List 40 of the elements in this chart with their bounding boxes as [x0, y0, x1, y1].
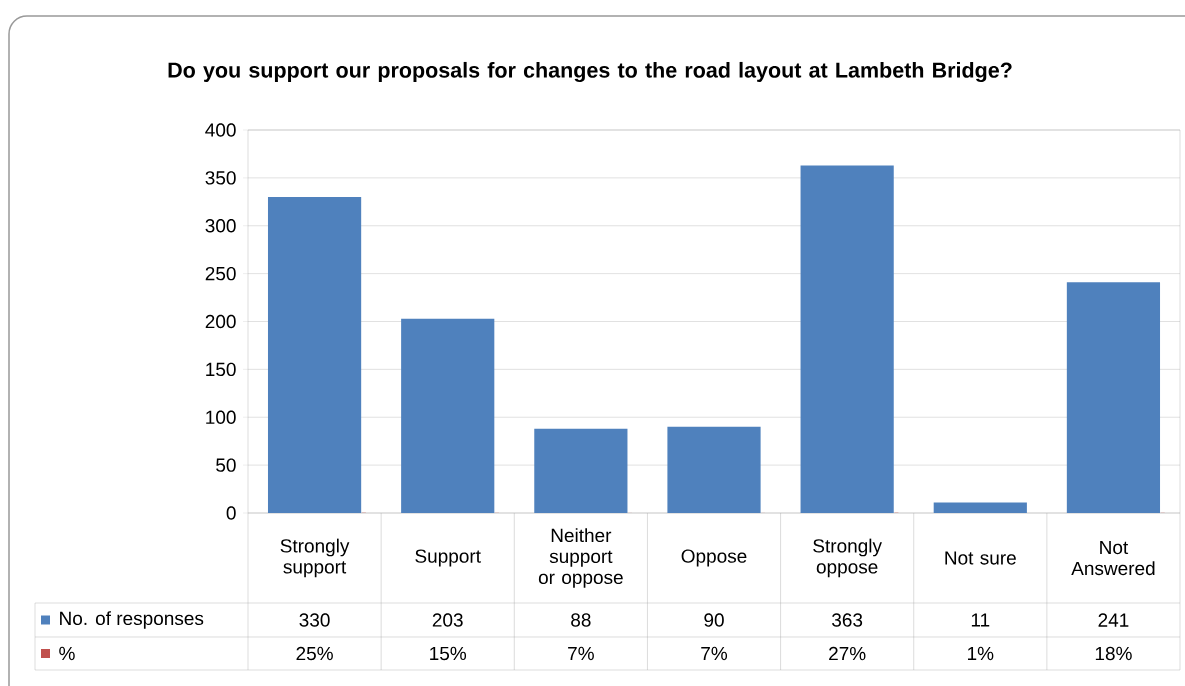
data-label: 1% — [968, 646, 994, 661]
legend-label: % — [59, 646, 75, 661]
bar — [800, 165, 894, 513]
chart-title: Do you support our proposals for changes to the road layout at Lambeth Bridge? — [168, 61, 1012, 83]
data-label: 88 — [571, 613, 591, 627]
data-label: 15% — [430, 646, 467, 661]
data-label: 18% — [1095, 646, 1132, 661]
y-tick-label: 250 — [205, 266, 236, 281]
data-label: 363 — [832, 613, 863, 627]
bar — [267, 197, 362, 513]
x-tick-label: Strongly support — [280, 538, 350, 578]
bar — [401, 318, 495, 513]
y-tick-label: 300 — [205, 219, 236, 233]
bar — [534, 428, 628, 513]
bar — [933, 502, 1027, 513]
data-label: 203 — [432, 613, 463, 627]
data-label: 7% — [701, 646, 728, 661]
x-tick-label: Support — [415, 549, 481, 567]
y-tick-label: 400 — [205, 123, 236, 137]
x-tick-label: Neither support or oppose — [538, 528, 623, 588]
data-label: 7% — [568, 646, 594, 661]
x-tick-label: Not sure — [945, 551, 1016, 565]
y-tick-label: 350 — [205, 171, 236, 185]
y-tick-label: 100 — [206, 410, 236, 424]
bar — [1066, 282, 1161, 513]
y-tick-label: 0 — [226, 506, 236, 520]
x-tick-label: Not Answered — [1071, 540, 1155, 576]
x-tick-label: Oppose — [681, 549, 747, 567]
y-tick-label: 50 — [216, 458, 236, 472]
data-label: 90 — [704, 613, 724, 627]
x-tick-label: Strongly oppose — [813, 538, 882, 578]
data-label: 27% — [829, 646, 866, 661]
data-label: 11 — [971, 613, 990, 627]
data-label: 330 — [299, 613, 330, 627]
data-label: 25% — [296, 646, 333, 661]
legend-label: No. of responses — [60, 611, 204, 629]
bar — [667, 426, 761, 513]
y-tick-label: 150 — [206, 362, 236, 377]
y-tick-label: 200 — [205, 314, 236, 329]
data-label: 241 — [1098, 613, 1129, 627]
